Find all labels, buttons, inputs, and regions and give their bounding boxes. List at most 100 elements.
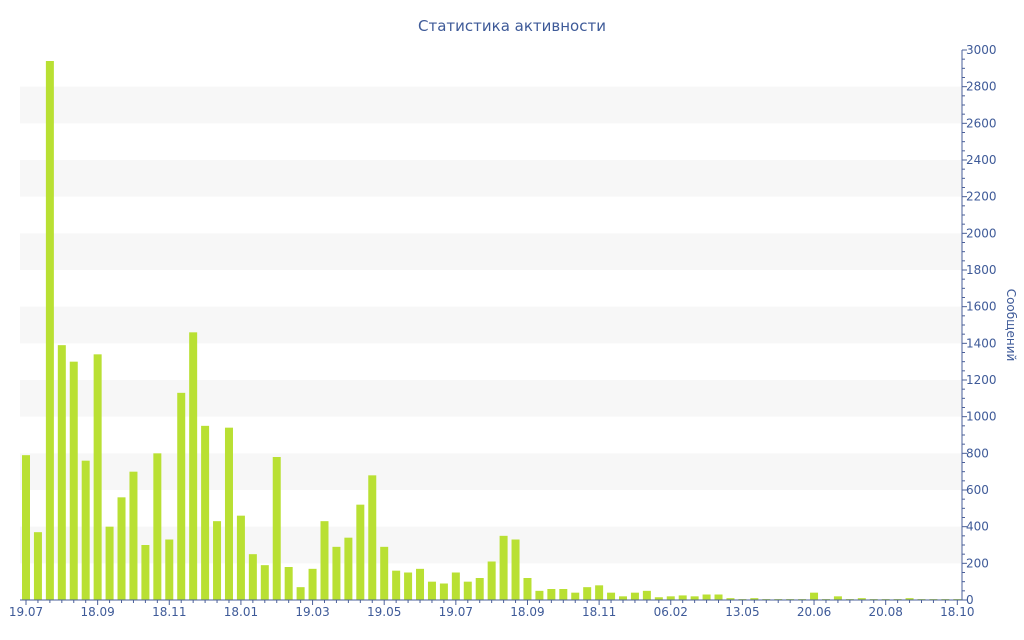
y-tick-label: 1600: [966, 300, 997, 314]
y-tick-label: 2400: [966, 153, 997, 167]
bar: [619, 596, 627, 600]
x-tick-label: 18.09: [80, 605, 114, 619]
bar: [404, 572, 413, 600]
bar: [33, 532, 42, 600]
x-tick-label: 19.07: [9, 605, 43, 619]
bar: [141, 545, 150, 600]
bar: [523, 578, 532, 600]
bar: [750, 598, 759, 600]
y-tick-label: 200: [966, 556, 989, 570]
bar: [356, 504, 365, 600]
bar: [344, 537, 353, 600]
bar: [284, 567, 293, 600]
bar: [93, 354, 102, 600]
bar: [153, 453, 162, 600]
bar: [833, 596, 842, 600]
bar: [272, 457, 281, 600]
y-tick-label: 2200: [966, 190, 997, 204]
bar: [463, 581, 472, 600]
x-tick-label: 19.05: [367, 605, 401, 619]
y-tick-label: 800: [966, 446, 989, 460]
bar: [117, 497, 126, 600]
bar: [177, 392, 186, 600]
y-tick-label: 1800: [966, 263, 997, 277]
y-tick-label: 2000: [966, 226, 997, 240]
x-tick-label: 18.11: [152, 605, 186, 619]
x-tick-label: 18.10: [940, 605, 974, 619]
bar: [224, 427, 233, 600]
y-axis-label: Сообщений: [1004, 289, 1018, 362]
y-axis: 0 200 400 600 800 1000 1200 1400 1600 1800 2000 220…: [961, 43, 997, 607]
bar: [726, 598, 735, 600]
bar: [607, 592, 616, 600]
bar: [129, 471, 138, 600]
bar: [857, 598, 866, 600]
y-tick-label: 1400: [966, 336, 997, 350]
bar: [81, 460, 90, 600]
bar: [642, 590, 651, 600]
bar: [105, 526, 114, 600]
bar: [165, 539, 174, 600]
grid-band: [20, 453, 962, 490]
bar: [654, 597, 663, 600]
bar: [332, 546, 341, 600]
y-tick-label: 3000: [966, 43, 997, 57]
bar: [248, 554, 257, 600]
bar: [905, 598, 914, 600]
x-tick-label: 13.05: [725, 605, 759, 619]
x-tick-label: 20.06: [797, 605, 831, 619]
bar: [427, 581, 436, 600]
x-tick-label: 19.03: [295, 605, 329, 619]
grid-bands: [20, 86, 962, 564]
y-tick-label: 2600: [966, 116, 997, 130]
bar: [630, 592, 639, 600]
bar: [487, 561, 496, 600]
y-tick-label: 600: [966, 483, 989, 497]
bar: [22, 455, 30, 600]
bar: [547, 589, 556, 600]
bar: [583, 587, 592, 600]
bar: [810, 592, 819, 600]
bar: [189, 332, 198, 600]
y-tick-label: 1000: [966, 410, 997, 424]
bar: [416, 568, 425, 600]
bar: [69, 361, 78, 600]
bar: [320, 521, 329, 600]
bar: [213, 521, 222, 600]
grid-band: [20, 160, 962, 197]
x-tick-label: 18.01: [224, 605, 258, 619]
bar: [308, 568, 317, 600]
chart-title: Статистика активности: [418, 17, 606, 35]
bar: [666, 596, 675, 600]
bar: [45, 61, 54, 600]
bar: [57, 345, 66, 600]
grid-band: [20, 86, 962, 124]
grid-band: [20, 306, 962, 344]
bar: [451, 572, 460, 600]
bar: [571, 592, 580, 600]
bar: [439, 583, 448, 600]
grid-band: [20, 233, 962, 270]
x-tick-label: 18.09: [510, 605, 544, 619]
y-tick-label: 1200: [966, 373, 997, 387]
x-tick-label: 06.02: [654, 605, 688, 619]
bar: [678, 595, 687, 600]
bar: [702, 594, 711, 600]
bar: [201, 425, 210, 600]
x-tick-label: 20.08: [869, 605, 903, 619]
bar: [236, 515, 245, 600]
y-tick-label: 2800: [966, 80, 997, 94]
bar: [499, 535, 508, 600]
bar: [392, 570, 401, 600]
y-tick-label: 0: [966, 593, 974, 607]
grid-band: [20, 526, 962, 564]
bar: [475, 578, 484, 600]
bar: [559, 589, 568, 600]
bars: [22, 61, 962, 600]
bar: [714, 594, 723, 600]
bar: [368, 475, 377, 600]
x-tick-label: 19.07: [439, 605, 473, 619]
bar: [595, 585, 604, 600]
bar: [690, 596, 699, 600]
